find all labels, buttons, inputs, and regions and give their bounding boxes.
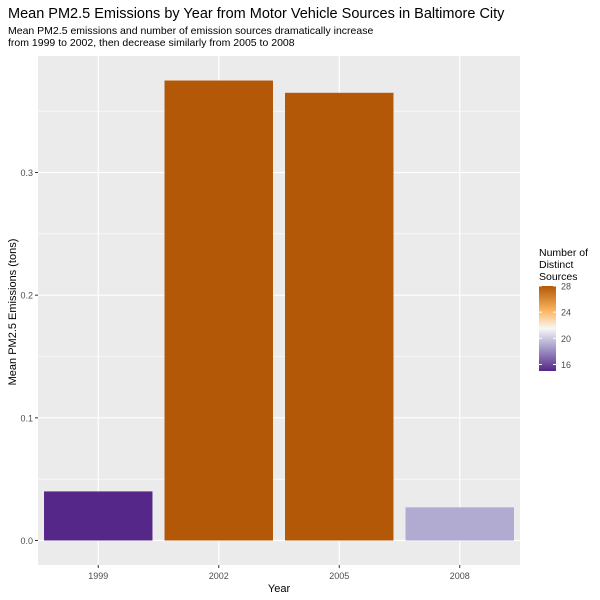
chart-title: Mean PM2.5 Emissions by Year from Motor … [8,6,505,22]
legend-tick-label: 28 [561,282,571,292]
bar-1999 [44,491,153,541]
grid-lines [38,56,520,565]
bar-2005 [285,92,394,541]
y-tick-label: 0.0 [20,536,33,546]
x-tick-label: 2008 [450,571,470,581]
x-tick-label: 2005 [329,571,349,581]
x-tick-label: 2002 [209,571,229,581]
legend-tick-label: 20 [561,334,571,344]
bars [44,80,514,541]
legend-tick-label: 16 [561,360,571,370]
y-tick-label: 0.1 [20,413,33,423]
axes: 0.0 0.1 0.2 0.3 1999 2002 2005 2008 [20,168,469,581]
legend: 16 20 24 28 [539,282,571,371]
legend-colorbar [539,286,556,371]
x-tick-label: 1999 [88,571,108,581]
y-tick-label: 0.2 [20,291,33,301]
plot-panel [38,56,520,565]
bar-2008 [405,507,514,541]
x-axis-title: Year [267,583,291,595]
bar-2002 [164,80,273,541]
legend-tick-label: 24 [561,308,571,318]
legend-title: Number of Distinct Sources [539,247,589,283]
y-axis-title: Mean PM2.5 Emissions (tons) [7,238,19,386]
y-tick-label: 0.3 [20,168,33,178]
chart-subtitle: Mean PM2.5 emissions and number of emiss… [8,25,374,49]
